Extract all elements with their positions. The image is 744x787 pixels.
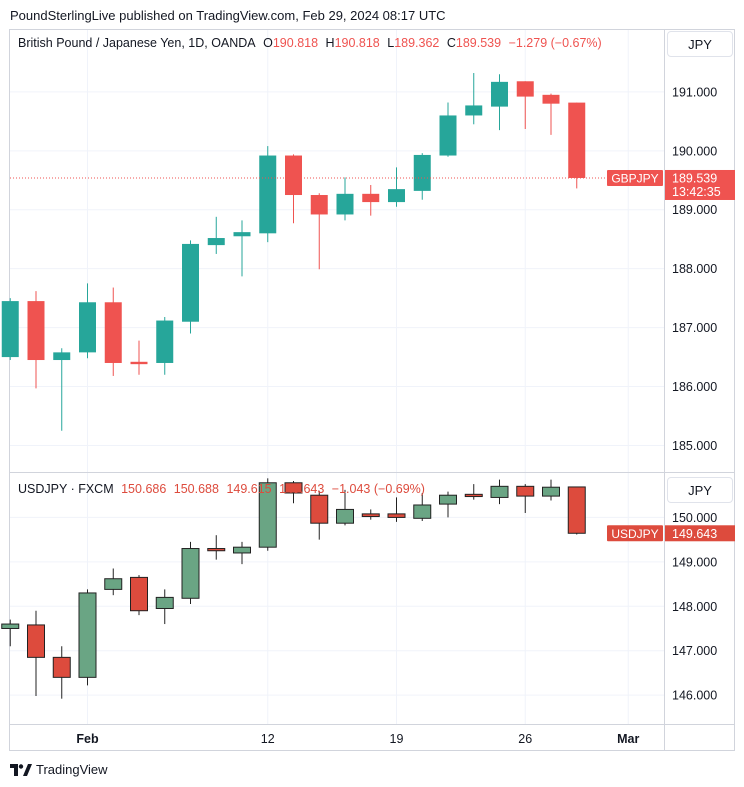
x-tick-label: 19: [390, 732, 404, 746]
candle-body[interactable]: [155, 596, 174, 609]
x-tick-label: Mar: [617, 732, 639, 746]
candle-body[interactable]: [516, 81, 534, 97]
y-tick-label: 149.000: [672, 555, 717, 569]
candle-body[interactable]: [104, 302, 122, 363]
candle-body[interactable]: [516, 485, 535, 497]
price-tag-value: 149.643: [672, 527, 717, 541]
candle-body[interactable]: [362, 193, 380, 203]
y-tick-label: 148.000: [672, 600, 717, 614]
x-tick-label: 12: [261, 732, 275, 746]
pane2-open: 150.686: [121, 482, 167, 496]
pane1-c-label: C: [446, 36, 456, 50]
candle-body[interactable]: [79, 302, 96, 353]
candle-body[interactable]: [413, 154, 431, 191]
publisher-header: PoundSterlingLive published on TradingVi…: [10, 8, 446, 23]
candle-body[interactable]: [413, 504, 432, 519]
y-tick-label: 187.000: [672, 321, 717, 335]
pane1-low: 189.362: [394, 36, 440, 50]
pane1-symbol: British Pound / Japanese Yen, 1D, OANDA: [18, 36, 256, 50]
pane1-change: −1.279 (−0.67%): [508, 36, 602, 50]
price-tag-symbol-bg: [607, 169, 663, 186]
candle-body[interactable]: [336, 193, 354, 215]
candle-body[interactable]: [490, 485, 509, 498]
y-tick-label: 191.000: [672, 85, 717, 99]
pane1-high: 190.818: [334, 36, 380, 50]
candle-body[interactable]: [336, 508, 354, 524]
y-tick-label: 188.000: [672, 262, 717, 276]
candle-body[interactable]: [361, 513, 380, 518]
candle-body[interactable]: [310, 195, 328, 215]
footer: TradingView: [10, 762, 108, 777]
candle-body[interactable]: [1, 301, 19, 358]
candle-body[interactable]: [130, 361, 148, 365]
tradingview-logo-icon: [10, 763, 32, 776]
candle-body[interactable]: [233, 546, 251, 554]
candle-body[interactable]: [258, 482, 277, 548]
candle-body[interactable]: [156, 320, 174, 363]
candle-body[interactable]: [104, 578, 123, 590]
pane2-change: −1.043 (−0.69%): [331, 482, 425, 496]
pane1-open: 190.818: [272, 36, 319, 50]
chart-frame: [9, 29, 735, 751]
price-tag-value: 189.539: [672, 171, 717, 185]
pane2-currency-button[interactable]: JPY: [667, 477, 733, 503]
price-tag-symbol-bg: [607, 525, 663, 542]
candle-body[interactable]: [53, 352, 71, 361]
candle-body[interactable]: [491, 81, 508, 107]
price-tag-symbol: USDJPY: [611, 527, 658, 541]
candle-body[interactable]: [387, 513, 406, 518]
candle-body[interactable]: [233, 232, 251, 237]
candle-body[interactable]: [207, 238, 225, 246]
pane1-o-label: O: [263, 36, 273, 50]
tradingview-brand: TradingView: [36, 762, 108, 777]
candle-body[interactable]: [27, 624, 45, 658]
candle-body[interactable]: [567, 486, 586, 534]
candle-body[interactable]: [52, 656, 71, 678]
candle-body[interactable]: [439, 115, 457, 156]
candle-body[interactable]: [310, 494, 329, 524]
candle-body[interactable]: [464, 493, 483, 498]
candle-body[interactable]: [284, 482, 303, 494]
pane2-symbol: USDJPY · FXCM: [18, 482, 114, 496]
candle-body[interactable]: [388, 189, 405, 203]
candle-body[interactable]: [27, 301, 45, 361]
pane2-close: 149.643: [279, 482, 325, 496]
candle-body[interactable]: [465, 105, 483, 116]
candle-body[interactable]: [259, 155, 277, 234]
price-tag-value-bg: [665, 525, 735, 542]
pane2-legend: USDJPY · FXCM 150.686 150.688 149.615 14…: [18, 482, 429, 496]
y-tick-label: 147.000: [672, 644, 717, 658]
candle-body[interactable]: [542, 486, 560, 497]
x-tick-label: Feb: [76, 732, 99, 746]
pane1-close: 189.539: [455, 36, 502, 50]
pane2-high: 150.688: [173, 482, 219, 496]
candle-body[interactable]: [568, 102, 586, 178]
pane1-h-label: H: [325, 36, 335, 50]
candle-body[interactable]: [182, 243, 199, 322]
pane1-currency-button[interactable]: JPY: [667, 31, 733, 57]
y-tick-label: 150.000: [672, 511, 717, 525]
candle-body[interactable]: [542, 94, 560, 104]
y-tick-label: 186.000: [672, 380, 717, 394]
y-tick-label: 146.000: [672, 689, 717, 703]
price-tag-countdown: 13:42:35: [672, 185, 721, 199]
candle-body[interactable]: [1, 623, 20, 629]
price-tag-symbol: GBPJPY: [611, 171, 658, 185]
candle-body[interactable]: [78, 592, 97, 678]
candle-body[interactable]: [181, 548, 200, 599]
candle-body[interactable]: [439, 494, 457, 505]
candle-body[interactable]: [285, 155, 302, 196]
pane1-l-label: L: [387, 36, 395, 50]
x-tick-label: 26: [518, 732, 532, 746]
candle-body[interactable]: [130, 576, 148, 612]
candle-body[interactable]: [207, 548, 226, 552]
price-tag-value-bg: [665, 169, 735, 200]
y-tick-label: 185.000: [672, 439, 717, 453]
pane2-low: 149.615: [226, 482, 272, 496]
y-tick-label: 190.000: [672, 144, 717, 158]
pane1-legend: British Pound / Japanese Yen, 1D, OANDA …: [18, 36, 606, 50]
y-tick-label: 189.000: [672, 203, 717, 217]
